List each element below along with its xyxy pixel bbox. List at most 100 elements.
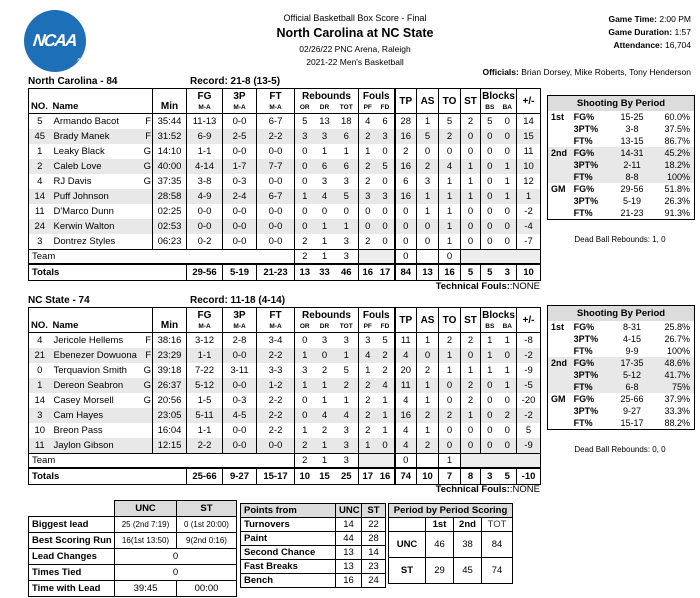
stat-as: 0: [416, 219, 439, 234]
col-as: AS: [416, 88, 439, 114]
stat-ft: 2-2: [256, 348, 295, 363]
shooting-stat: FG%: [573, 394, 595, 404]
stat-to: 0: [438, 393, 461, 408]
points-from-unc-value: 13: [335, 545, 362, 560]
stat-pf: 2: [358, 378, 377, 393]
stat-ba: 1: [504, 335, 510, 346]
stat-or: 2: [294, 438, 315, 454]
stat-tp: 16: [393, 129, 417, 144]
stat-ft: 0-0: [256, 438, 295, 454]
stat-tot: 2: [334, 378, 359, 393]
stat-min: 02:25: [152, 204, 187, 219]
stat-dr: 3: [321, 335, 328, 346]
stat-ft: 2-2: [256, 129, 295, 144]
ncsu-team-name: NC State - 74: [28, 295, 90, 306]
stat-ft: 0-0: [256, 234, 295, 250]
points-from-rows: Turnovers 14 22 Paint 44 28 Second Chanc…: [240, 517, 386, 588]
stat-bs: 0: [480, 423, 499, 438]
col-to: TO: [438, 88, 461, 114]
shooting-made-att: 29-56: [620, 184, 644, 194]
stat-st: 0: [460, 234, 481, 250]
shooting-pct: 37.9%: [664, 394, 690, 404]
unc-team-name: North Carolina - 84: [28, 76, 118, 87]
stat-to: 1: [438, 189, 461, 204]
stat-min: 31:52: [152, 129, 187, 144]
stat-tot: 1: [343, 395, 349, 406]
stat-dr: 0: [321, 206, 328, 217]
stat-ba: 0: [504, 236, 510, 247]
shooting-stat: 3PT%: [573, 334, 599, 344]
stat-ba: 0: [504, 146, 510, 157]
stat-dr: 1: [321, 395, 328, 406]
stat-bs: 0: [480, 393, 499, 408]
stat-ft: 2-2: [256, 423, 295, 438]
stat-as: 2: [416, 438, 439, 454]
player-name: Breon Pass: [53, 425, 103, 436]
shooting-period: 1st: [551, 112, 565, 122]
period-scoring-team: UNC: [388, 531, 426, 558]
stat-plusminus: -9: [516, 363, 541, 378]
stat-or: 1: [294, 378, 315, 393]
stat-pf: 4: [358, 113, 377, 129]
stat-dr: 1: [314, 438, 335, 454]
col-blocks: Blocks: [480, 88, 517, 103]
shooting-row: FT% 9-9 100%: [548, 345, 695, 357]
points-from-st-value: 28: [361, 531, 386, 546]
biggest-lead-row: Biggest lead 25 (2nd 7:19) 0 (1st 20:00): [28, 516, 237, 533]
stat-dr: 3: [314, 129, 335, 144]
stat-pf: 2: [358, 174, 377, 189]
stat-or: 1: [294, 189, 315, 204]
player-position: G: [140, 159, 153, 174]
shooting-period: [548, 135, 572, 147]
stat-dr: 1: [321, 236, 328, 247]
stat-st: 1: [460, 363, 481, 378]
stat-3p: 1-7: [222, 159, 257, 174]
stat-fd: 0: [376, 219, 395, 234]
stat-tp: 28: [393, 113, 417, 129]
stat-pf: 0: [358, 204, 377, 219]
stat-ba: 0: [504, 425, 510, 436]
shooting-period: 2nd: [547, 147, 572, 159]
player-number: 14: [34, 395, 46, 406]
player-number: 5: [37, 116, 43, 127]
stat-tot: 1: [343, 146, 349, 157]
shooting-pct: 48.6%: [654, 357, 695, 369]
points-from-unc-value: 16: [335, 573, 362, 588]
shooting-made-att: 13-15: [620, 136, 644, 146]
stat-dr: 1: [314, 378, 335, 393]
shooting-made-att: 5-19: [623, 196, 642, 206]
stat-bs: 0: [480, 144, 499, 159]
stat-ba: 0: [504, 206, 510, 217]
shooting-period: [547, 369, 572, 381]
player-number: 0: [37, 365, 43, 376]
shooting-pct: 41.7%: [654, 369, 695, 381]
stat-fg: 2-2: [186, 438, 223, 454]
stat-dr: 1: [314, 219, 335, 234]
player-position: F: [145, 335, 151, 346]
shooting-pct: 26.7%: [664, 334, 690, 344]
stat-ba: 2: [498, 408, 517, 423]
player-number: 2: [28, 159, 51, 174]
player-number: 1: [28, 378, 51, 393]
player-row: 0 Terquavion Smith G 39:18 7-22 3-11 3-3…: [29, 363, 541, 378]
player-name: Jaylon Gibson: [50, 438, 141, 454]
unc-dead-ball-rebounds: Dead Ball Rebounds: 1, 0: [574, 235, 666, 244]
shooting-period: [548, 417, 572, 430]
player-row: 4 RJ Davis G 37:35 3-8 0-3 0-0 0 3 3 2 0…: [29, 174, 541, 189]
stat-to: 1: [438, 234, 461, 250]
attendance: Attendance: 16,704: [613, 40, 692, 51]
stat-min: 37:35: [152, 174, 187, 189]
points-from-col-unc: UNC: [335, 503, 362, 518]
points-from-st-value: 24: [361, 573, 386, 588]
shooting-row: GM FG% 29-56 51.8%: [548, 183, 695, 195]
venue-line: 02/26/22 PNC Arena, Raleigh: [299, 44, 411, 54]
player-position: G: [143, 176, 151, 187]
player-position: G: [143, 146, 151, 157]
stat-tot: 1: [334, 348, 359, 363]
stat-tp: 6: [393, 174, 417, 189]
stat-fg: 6-9: [186, 129, 223, 144]
shooting-stat: FT%: [573, 208, 593, 218]
stat-or: 2: [294, 234, 315, 250]
col-plusminus: +/-: [516, 88, 541, 114]
